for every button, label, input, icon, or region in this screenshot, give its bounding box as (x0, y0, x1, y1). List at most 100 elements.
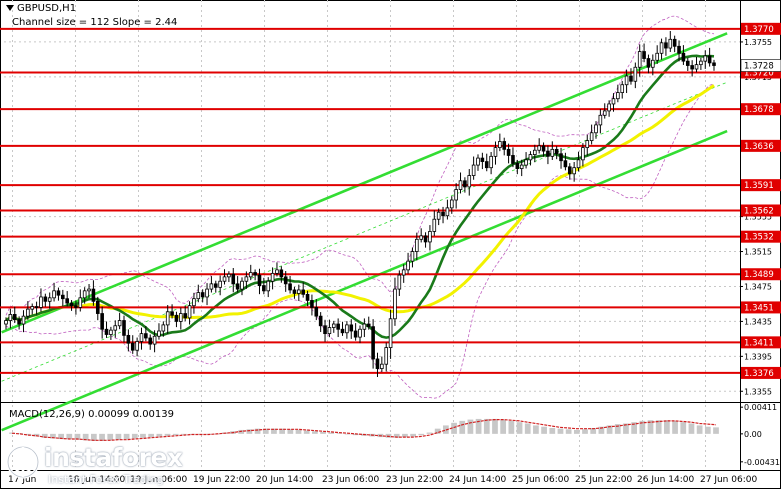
candle-body (122, 320, 126, 336)
price-tick-label: 1.3515 (744, 248, 772, 257)
macd-bar (123, 433, 130, 440)
candle-body (227, 273, 231, 278)
time-tick-label: 25 Jun 22:00 (575, 475, 632, 485)
candle-body (358, 328, 362, 338)
candle-body (52, 290, 56, 299)
candles (4, 31, 716, 377)
candle-body (546, 150, 550, 157)
candle-body (554, 148, 559, 155)
candle-body (34, 306, 39, 308)
candle-body (12, 314, 17, 321)
macd-bar (483, 418, 490, 434)
candle-body (288, 283, 292, 291)
candle-body (78, 297, 83, 308)
candle-body (187, 305, 192, 319)
macd-bar (434, 428, 441, 434)
candle-body (213, 283, 218, 288)
level-label: 1.3770 (744, 25, 774, 35)
macd-bar (639, 420, 646, 434)
level-label-bg (741, 179, 781, 192)
candle-body (528, 154, 533, 161)
collapse-triangle-icon[interactable] (6, 5, 14, 11)
ma-fast-line (5, 54, 715, 339)
time-tick-label: 27 Jun 06:00 (700, 475, 757, 485)
level-label: 1.3376 (744, 369, 774, 379)
channel-lower-line (1, 129, 728, 432)
candle-body (690, 65, 694, 70)
candle-body (301, 289, 305, 295)
level-label: 1.3678 (744, 105, 774, 115)
candle-body (130, 342, 135, 351)
candle-body (471, 164, 476, 176)
candle-body (270, 272, 275, 282)
price-tick-label: 1.3755 (744, 38, 772, 47)
macd-bar (303, 430, 310, 434)
candle-body (82, 290, 87, 299)
candle-body (423, 235, 428, 243)
candle-body (200, 292, 205, 298)
candle-body (113, 325, 118, 331)
macd-bar (402, 433, 408, 438)
candle-body (428, 231, 432, 243)
candle-body (117, 320, 122, 327)
macd-bar (336, 433, 343, 434)
candle-body (95, 300, 100, 314)
candle-body (109, 329, 113, 335)
candle-body (668, 38, 673, 49)
candle-body (170, 311, 174, 316)
macd-bar (82, 433, 89, 441)
candle-body (314, 307, 319, 317)
time-tick-label: 24 Jun 14:00 (449, 475, 506, 485)
candle-body (222, 276, 227, 282)
candle-body (598, 114, 603, 126)
current-price-label: 1.3728 (744, 62, 774, 72)
macd-bar (74, 433, 81, 440)
candle-body (498, 141, 502, 149)
candle-body (436, 211, 441, 220)
symbol-label: GBPUSD,H1 (17, 3, 77, 14)
candle-body (135, 341, 139, 351)
macd-bar (418, 433, 425, 436)
candle-body (336, 323, 340, 330)
macd-bar (156, 433, 163, 437)
candle-body (655, 52, 659, 61)
candle-body (506, 148, 511, 156)
candle-body (637, 51, 642, 68)
candle-body (39, 296, 43, 308)
macd-bar (246, 429, 253, 434)
candle-body (205, 288, 209, 298)
candle-body (511, 155, 515, 164)
watermark-brand: instaforex (44, 443, 183, 472)
candle-body (161, 324, 166, 332)
macd-bar (58, 433, 64, 440)
candle-body (384, 347, 389, 365)
macd-bar (287, 429, 294, 434)
level-label-bg (741, 301, 781, 314)
macd-bar (573, 429, 580, 434)
level-label: 1.3562 (744, 206, 774, 216)
level-label-bg (741, 103, 781, 116)
candle-body (581, 147, 585, 161)
candle-body (126, 334, 131, 344)
macd-bar (172, 433, 179, 436)
candle-body (380, 363, 384, 369)
candle-body (196, 292, 201, 300)
candle-body (651, 59, 655, 68)
macd-bar (254, 428, 261, 434)
candle-body (646, 58, 651, 68)
time-tick-label: 18 Jun 14:00 (68, 475, 125, 485)
candle-body (401, 269, 406, 276)
candle-body (56, 290, 61, 296)
candle-body (707, 55, 712, 64)
macd-bar (426, 432, 433, 434)
macd-bar (164, 433, 171, 436)
candle-body (148, 337, 153, 345)
candle-body (576, 159, 581, 169)
symbol-title: GBPUSD,H1 (6, 3, 76, 14)
level-label: 1.3532 (744, 233, 774, 243)
candle-body (104, 328, 109, 335)
macd-bar (181, 433, 187, 435)
candle-body (594, 124, 598, 134)
candle-body (415, 238, 419, 252)
macd-bar (647, 420, 654, 434)
